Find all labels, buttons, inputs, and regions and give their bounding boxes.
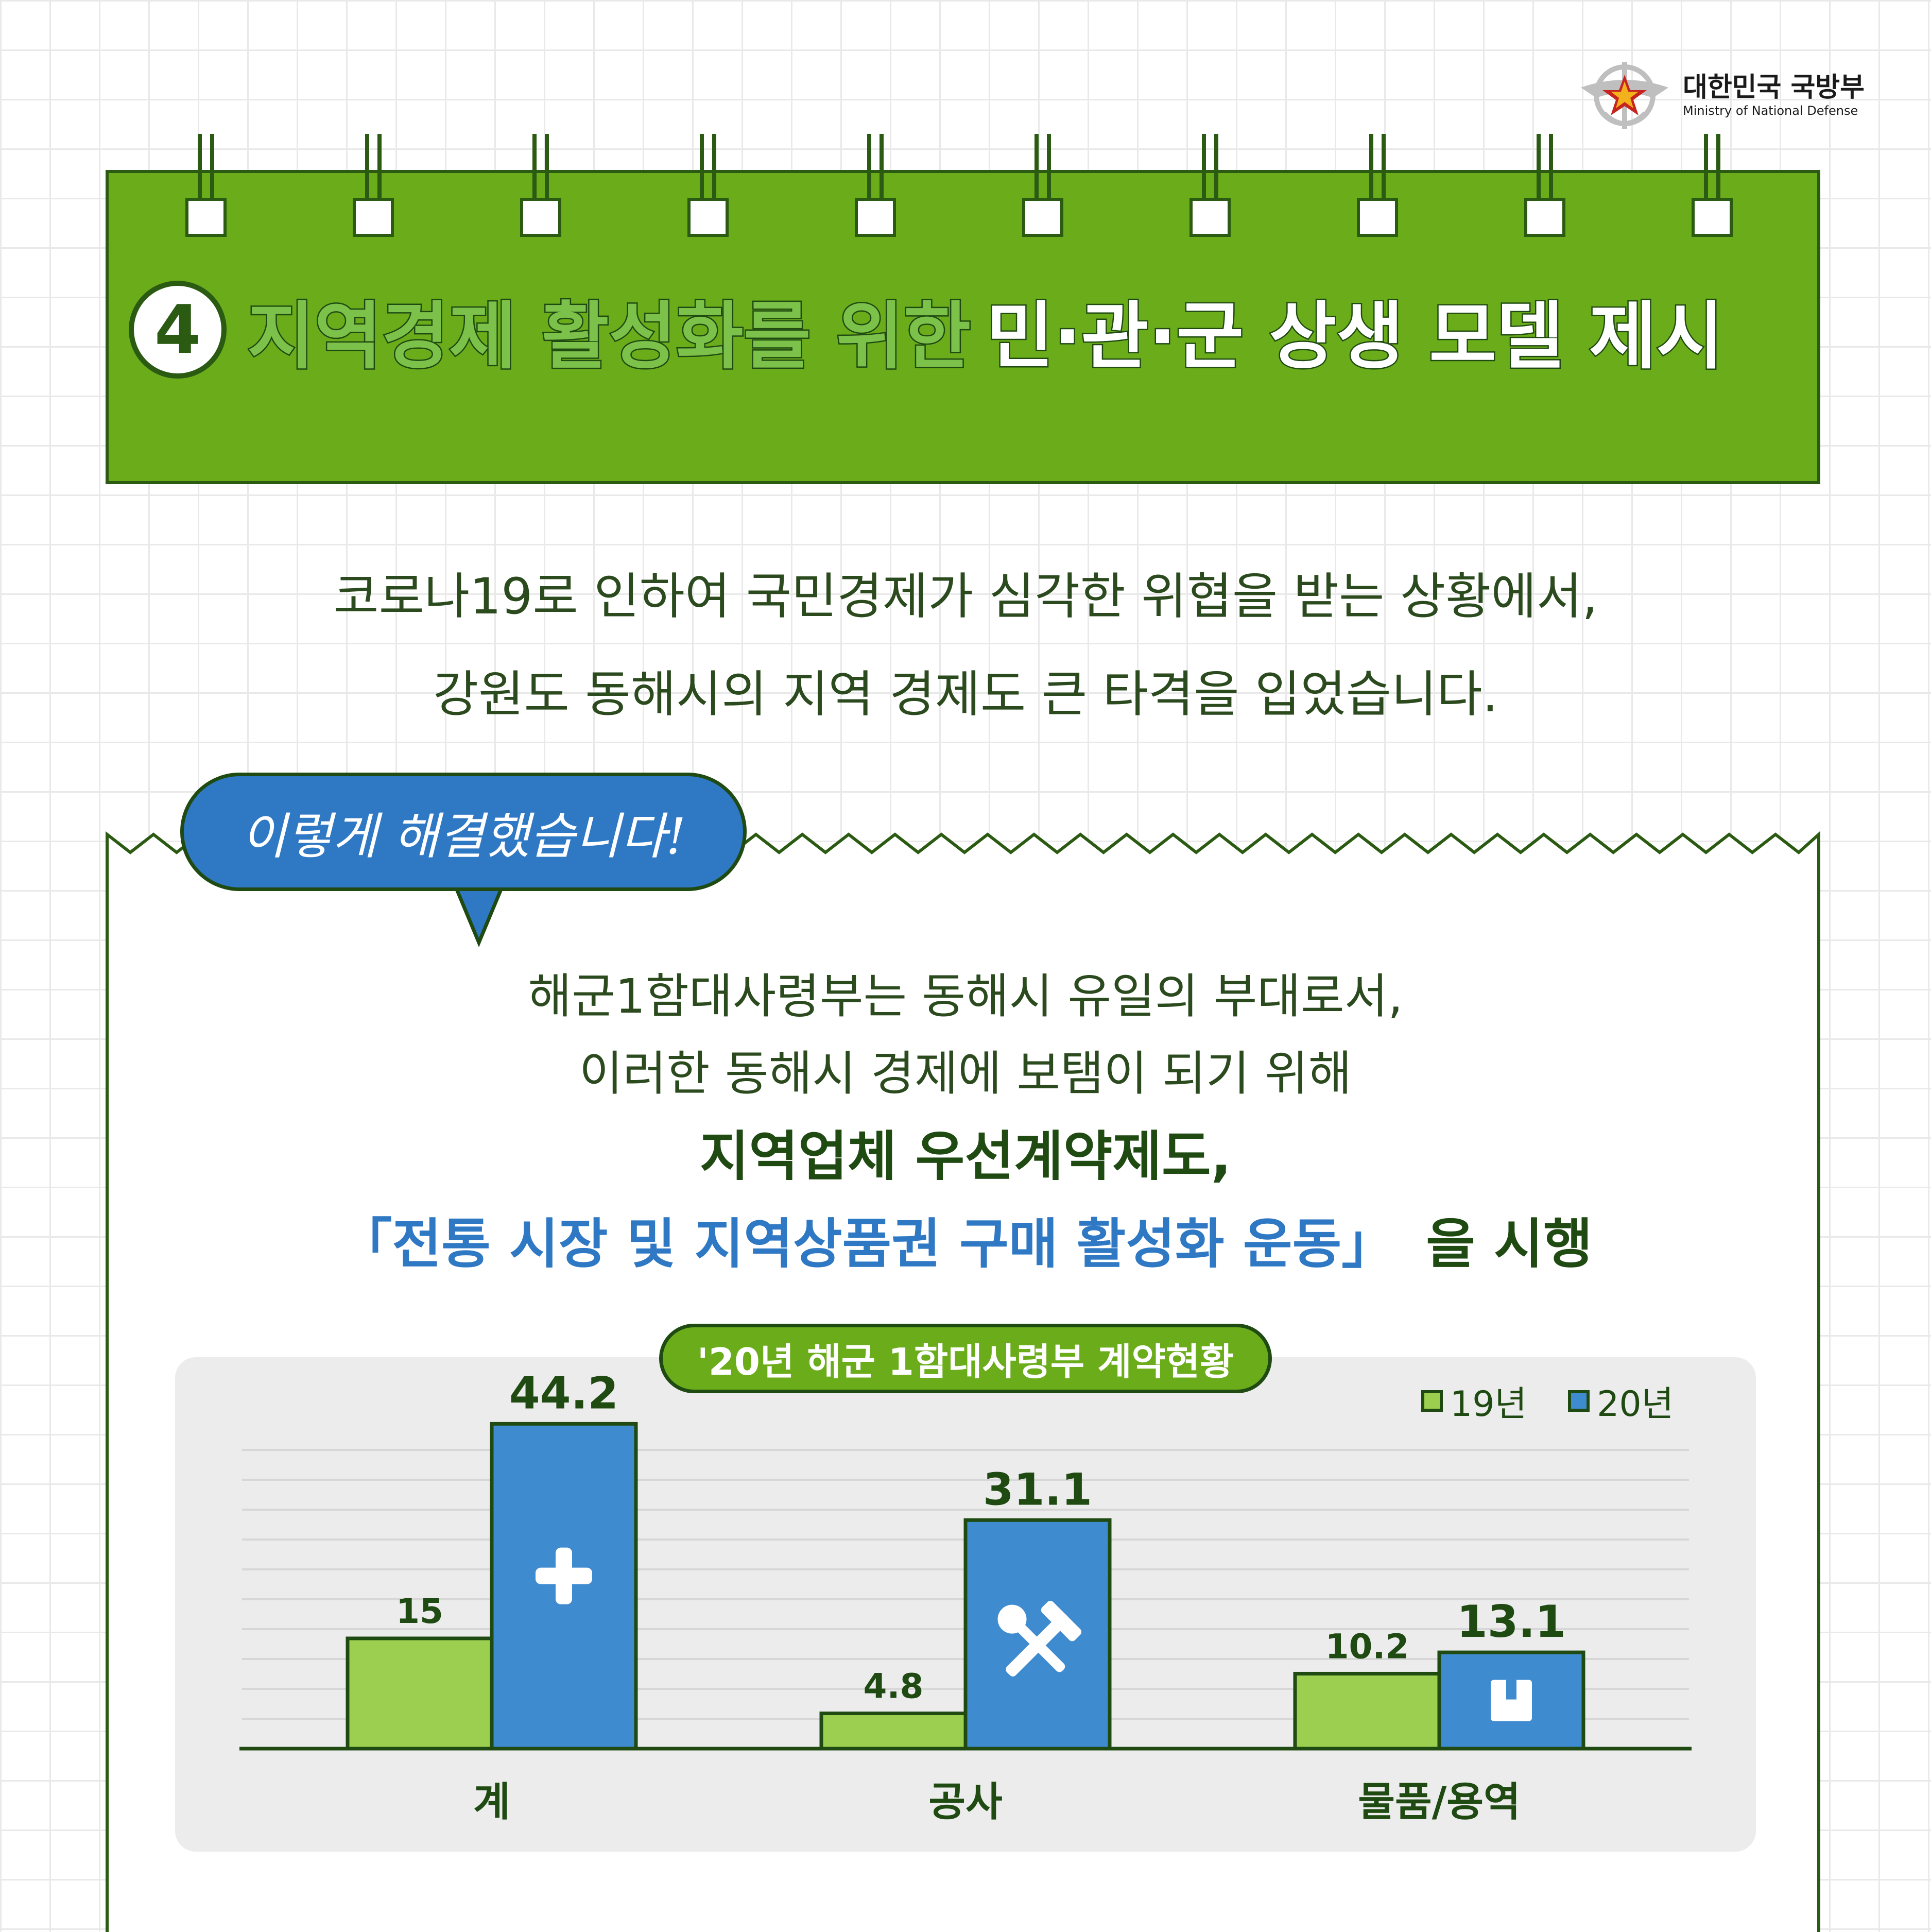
binder-ring	[1692, 134, 1733, 237]
body-line-4: 「전통 시장 및 지역상품권 구매 활성화 운동」 을 시행	[0, 1200, 1931, 1278]
legend-swatch-19	[1421, 1390, 1443, 1412]
wrench-icon	[997, 1604, 1065, 1672]
bar-value-label: 10.2	[1325, 1627, 1409, 1666]
box-icon-tape	[1506, 1680, 1516, 1700]
bubble-text: 이렇게 해결했습니다!	[241, 807, 686, 865]
plus-icon	[556, 1547, 572, 1604]
binder-ring	[1357, 134, 1398, 237]
legend-swatch-20	[1568, 1390, 1590, 1412]
campaign-name: 「전통 시장 및 지역상품권 구매 활성화 운동」	[338, 1212, 1395, 1275]
title-part-1: 지역경제 활성화를 위한	[246, 293, 972, 381]
logo-korean-text: 대한민국 국방부	[1683, 72, 1865, 103]
bar-value-label: 15	[396, 1592, 443, 1631]
ministry-logo: 대한민국 국방부 Ministry of National Defense	[1576, 52, 1865, 139]
bar-value-label: 44.2	[509, 1367, 618, 1419]
binder-ring	[353, 134, 394, 237]
body-line-3: 지역업체 우선계약제도,	[699, 1125, 1232, 1188]
bar-value-label: 4.8	[864, 1667, 924, 1706]
binder-ring	[185, 134, 227, 237]
bar-19-0	[346, 1636, 494, 1751]
bar-20-1	[963, 1518, 1112, 1751]
binder-ring	[855, 134, 896, 237]
body-line-2: 이러한 동해시 경제에 보탬이 되기 위해	[579, 1046, 1352, 1101]
bar-value-label: 31.1	[983, 1464, 1092, 1515]
legend-item-20: 20년	[1568, 1375, 1674, 1426]
intro-line-1: 코로나19로 인하여 국민경제가 심각한 위협을 받는 상황에서,	[333, 568, 1598, 625]
solution-speech-bubble: 이렇게 해결했습니다!	[180, 773, 747, 948]
bar-value-label: 13.1	[1457, 1596, 1566, 1648]
binder-ring	[1022, 134, 1063, 237]
category-label: 계	[473, 1779, 510, 1825]
category-label: 물품/용역	[1358, 1779, 1521, 1825]
bar-19-2	[1293, 1671, 1441, 1751]
legend-label-20: 20년	[1597, 1384, 1674, 1425]
ministry-emblem-icon	[1581, 62, 1668, 129]
chart-legend: 19년 20년	[1421, 1375, 1715, 1426]
page-title: 4 지역경제 활성화를 위한 민·관·군 상생 모델 제시	[129, 278, 1725, 381]
bar-19-1	[819, 1712, 968, 1751]
binder-ring	[687, 134, 729, 237]
category-label: 공사	[928, 1779, 1003, 1825]
binder-ring	[1524, 134, 1565, 237]
chart-title: '20년 해군 1함대사령부 계약현황	[659, 1324, 1272, 1393]
legend-item-19: 19년	[1421, 1375, 1527, 1426]
section-number-badge: 4	[129, 281, 227, 379]
title-part-2: 민·관·군 상생 모델 제시	[985, 293, 1725, 381]
intro-line-2: 강원도 동해시의 지역 경제도 큰 타격을 입었습니다.	[433, 665, 1498, 723]
binder-ring	[1189, 134, 1231, 237]
legend-label-19: 19년	[1450, 1384, 1527, 1425]
box-icon	[1491, 1680, 1532, 1721]
binder-ring	[520, 134, 561, 237]
campaign-suffix: 을 시행	[1426, 1212, 1593, 1275]
body-line-1: 해군1함대사령부는 동해시 유일의 부대로서,	[528, 969, 1403, 1024]
logo-english-text: Ministry of National Defense	[1683, 104, 1858, 118]
